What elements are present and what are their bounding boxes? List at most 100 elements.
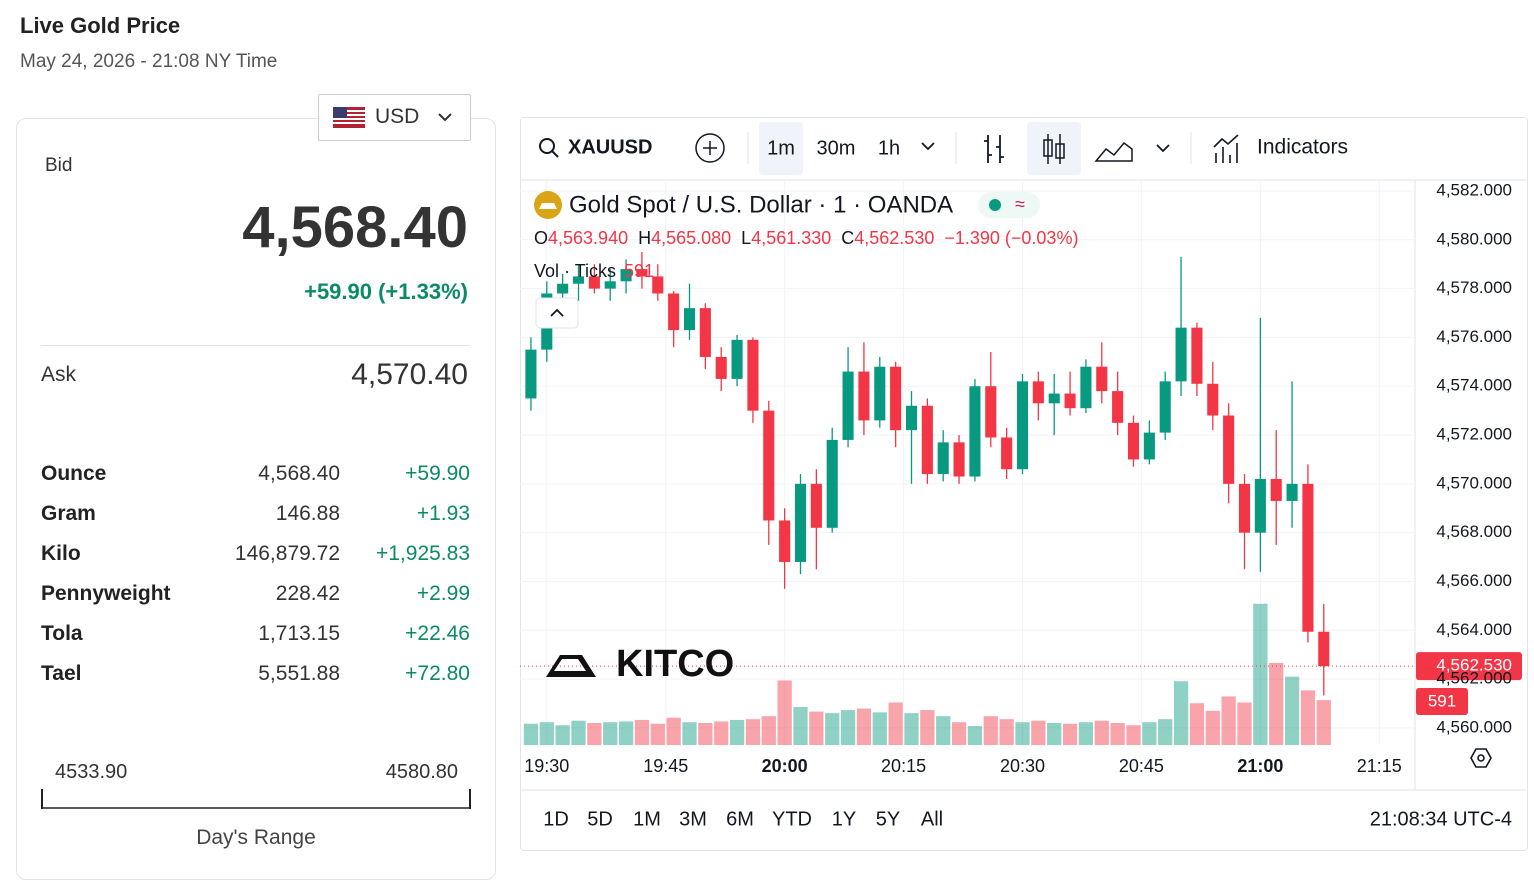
range-button[interactable]: All	[921, 808, 943, 830]
volume-legend: Vol · Ticks 591	[534, 261, 654, 281]
interval-menu[interactable]	[921, 142, 935, 151]
candle-body	[1112, 391, 1124, 423]
volume-bar	[872, 712, 887, 745]
ohlc-key: L	[741, 228, 751, 248]
volume-bar	[761, 716, 776, 745]
ohlc-value: 4,563.940	[548, 228, 628, 248]
x-tick-label: 21:00	[1237, 756, 1283, 776]
last-price-label: 4,562.530	[1436, 656, 1512, 675]
last-price-tag	[1416, 652, 1522, 681]
interval-button[interactable]: 30m	[817, 137, 856, 159]
currency-select[interactable]: USD	[318, 94, 471, 141]
settings-icon[interactable]	[1470, 748, 1492, 768]
ask-price: 4,570.40	[351, 358, 468, 391]
candle-body	[1127, 422, 1140, 460]
volume-bar	[618, 721, 634, 745]
page: Live Gold Price May 24, 2026 - 21:08 NY …	[16, 13, 1528, 880]
x-tick-label: 20:45	[1119, 756, 1164, 776]
range-button[interactable]: 5Y	[876, 808, 900, 830]
ohlc-change: −1.390 (−0.03%)	[944, 228, 1078, 248]
candle-body	[588, 276, 600, 289]
range-button[interactable]: 1Y	[832, 808, 856, 830]
volume-bar	[888, 702, 903, 745]
y-tick-label: 4,562.000	[1436, 669, 1512, 688]
candle-body	[763, 410, 775, 521]
add-symbol[interactable]	[695, 133, 725, 163]
x-tick-label: 20:15	[881, 756, 926, 776]
candle-body	[715, 356, 727, 379]
volume-bar	[1269, 662, 1284, 745]
page-title: Live Gold Price	[20, 13, 181, 38]
volume-bar	[698, 722, 713, 745]
unit-name: Tael	[41, 662, 82, 685]
candle-body	[1001, 437, 1013, 470]
volume-bar	[1142, 722, 1157, 745]
volume-bar	[1253, 603, 1268, 745]
bid-price: 4,568.40	[242, 195, 468, 260]
ohlc-key: O	[534, 228, 548, 248]
bid-change: +59.90 (+1.33%)	[304, 279, 468, 304]
volume-bar	[1015, 722, 1030, 745]
range-button[interactable]: 1D	[543, 808, 569, 830]
candle-body	[969, 386, 981, 477]
range-button[interactable]: 1M	[633, 808, 661, 830]
volume-bar	[1126, 725, 1141, 745]
range-button[interactable]: YTD	[772, 808, 812, 830]
y-tick-label: 4,580.000	[1436, 229, 1512, 248]
interval-button[interactable]: 1h	[878, 137, 900, 159]
volume-bar	[1031, 720, 1046, 745]
volume-bar	[904, 713, 919, 745]
volume-bar	[571, 720, 586, 745]
interval-button[interactable]: 1m	[767, 137, 795, 159]
unit-name: Gram	[41, 502, 96, 525]
candle-body	[604, 281, 616, 289]
volume-bar	[714, 721, 729, 745]
candle-body	[1080, 366, 1092, 409]
area-icon[interactable]	[1094, 141, 1133, 162]
y-tick-label: 4,568.000	[1436, 522, 1512, 541]
unit-change: +2.99	[416, 582, 470, 605]
candle-body	[683, 308, 696, 331]
symbol[interactable]: XAUUSD	[568, 136, 652, 158]
candle-body	[652, 276, 664, 294]
candle-body	[1016, 381, 1029, 470]
indicators-icon[interactable]	[1213, 134, 1239, 163]
collapse-legend[interactable]	[535, 297, 579, 329]
volume-bar	[523, 723, 539, 745]
volume-bar	[1205, 710, 1220, 745]
volume-value: 591	[624, 261, 654, 281]
candle-body	[1254, 478, 1266, 533]
ask-label: Ask	[41, 363, 77, 386]
candle-body	[668, 293, 680, 331]
unit-change: +59.90	[405, 462, 470, 485]
legend-title: Gold Spot / U.S. Dollar · 1 · OANDA	[569, 191, 953, 218]
unit-price: 146.88	[275, 502, 340, 525]
candles-active[interactable]	[1027, 122, 1081, 175]
indicators-button[interactable]: Indicators	[1257, 136, 1348, 159]
ohlc-key: C	[841, 228, 854, 248]
toolbar	[521, 118, 1526, 180]
bars-icon[interactable]	[984, 135, 1004, 163]
ohlc-legend: O4,563.940 H4,565.080 L4,561.330 C4,562.530…	[534, 228, 1078, 248]
volume-bar	[1062, 723, 1078, 745]
candle-body	[937, 442, 949, 475]
range-button[interactable]: 5D	[587, 808, 613, 830]
unit-name: Ounce	[41, 462, 107, 485]
candle-body	[636, 269, 648, 277]
range-button[interactable]: 6M	[726, 808, 754, 830]
y-tick-label: 4,576.000	[1436, 327, 1512, 346]
range-button[interactable]: 3M	[679, 808, 707, 830]
volume-bar	[809, 711, 824, 745]
candle-body	[921, 405, 933, 475]
y-tick-label: 4,574.000	[1436, 376, 1512, 395]
volume-bar	[603, 722, 618, 745]
volume-bar	[539, 722, 554, 745]
volume-bar	[1173, 681, 1189, 745]
y-tick-label: 4,560.000	[1436, 717, 1512, 736]
volume-bar	[1284, 676, 1300, 745]
chart-type-menu[interactable]	[1156, 144, 1170, 153]
chevron	[438, 113, 452, 122]
range-bar	[41, 789, 471, 809]
candle-body	[572, 276, 585, 284]
unit-name: Tola	[41, 622, 83, 645]
